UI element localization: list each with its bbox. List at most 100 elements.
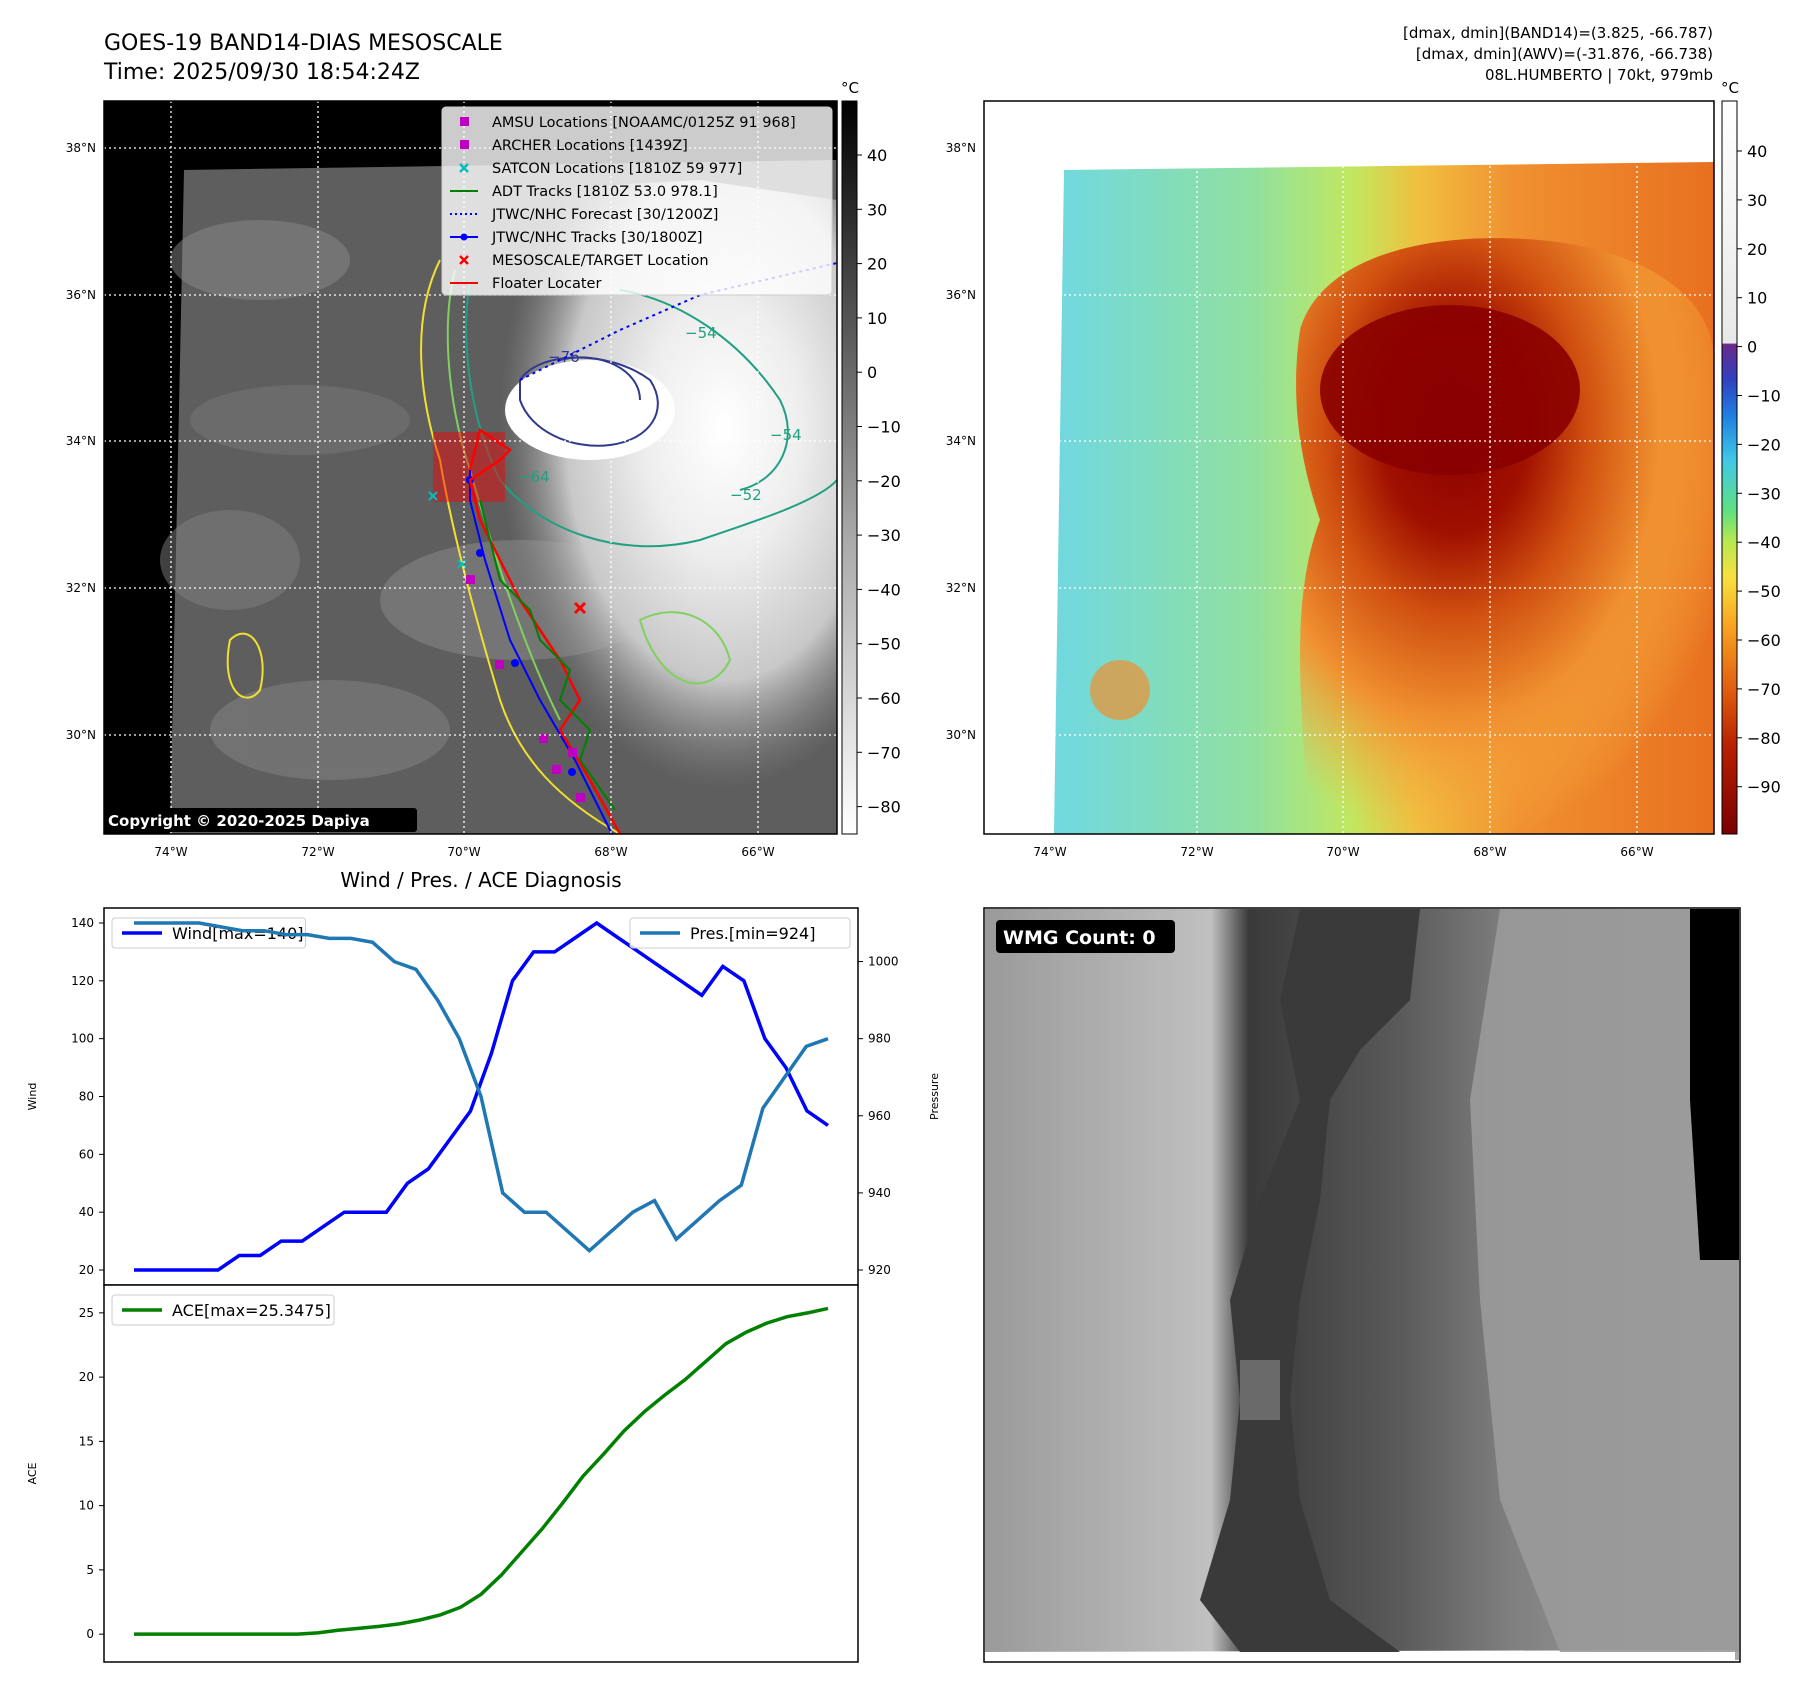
- lon-tick-label: 68°W: [1473, 845, 1506, 859]
- legend-entry: AMSU Locations [NOAAMC/0125Z 91 968]: [460, 115, 796, 131]
- lon-tick-label: 72°W: [1180, 845, 1213, 859]
- legend-label: ARCHER Locations [1439Z]: [492, 138, 688, 154]
- y-tick-label: 60: [79, 1147, 94, 1161]
- ir-legend: AMSU Locations [NOAAMC/0125Z 91 968] ARCH…: [441, 106, 833, 296]
- y-tick-label: 25: [79, 1306, 94, 1320]
- mesoscale-target-marker: [573, 601, 587, 615]
- ir-contours: [226, 259, 838, 835]
- wmg-count-box: [996, 920, 1175, 953]
- colorbar-tick-label: −60: [867, 689, 901, 708]
- colorbar-tick-label: −20: [1747, 435, 1781, 454]
- colorbar-tick-label: 0: [867, 363, 877, 382]
- lat-tick-label: 38°N: [946, 141, 976, 155]
- legend-label: MESOSCALE/TARGET Location: [492, 253, 709, 269]
- colorbar-tick-label: −60: [1747, 631, 1781, 650]
- y-right-tick-label: 1000: [868, 955, 899, 969]
- colorbar-tick-label: 0: [1747, 338, 1757, 357]
- legend-marker-square: [460, 117, 469, 126]
- y-tick-label: 140: [71, 916, 94, 930]
- ace-frame: [103, 1284, 859, 1663]
- copyright-text: Copyright © 2020-2025 Dapiya: [108, 812, 370, 830]
- colorbar-tick-label: 30: [867, 200, 887, 219]
- colorbar-tick-label: −20: [867, 472, 901, 491]
- ir-cold-core: [505, 360, 675, 460]
- lon-tick-label: 68°W: [594, 845, 627, 859]
- colorbar-tick-label: −50: [867, 635, 901, 654]
- colorbar-tick-label: −80: [1747, 729, 1781, 748]
- y-tick-label: 20: [79, 1370, 94, 1384]
- chart-legend-label: Wind[max=140]: [172, 924, 304, 943]
- colorbar-tick-label: 20: [1747, 240, 1767, 259]
- legend-marker-square: [460, 140, 469, 149]
- lon-tick-label: 70°W: [1326, 845, 1359, 859]
- info-awv: [dmax, dmin](AWV)=(-31.876, -66.738): [1416, 45, 1713, 63]
- colorbar-tick-label: 40: [867, 146, 887, 165]
- y-right-tick-label: 980: [868, 1032, 891, 1046]
- legend-label: JTWC/NHC Forecast [30/1200Z]: [491, 207, 718, 223]
- ace-chart: 0 5 10 15 20 25 ACE ACE[max=25.3475]: [26, 1284, 859, 1663]
- colorbar-tick-label: 10: [1747, 289, 1767, 308]
- nhc-forecast-line: [519, 262, 838, 381]
- wmg-blocks: [1200, 909, 1739, 1652]
- y-tick-label: 80: [79, 1090, 94, 1104]
- chart-legend-box: [629, 917, 851, 949]
- colorbar-tick-label: −50: [1747, 582, 1781, 601]
- ir-colorbar: [841, 100, 858, 835]
- lon-tick-label: 66°W: [1620, 845, 1653, 859]
- colorbar-tick-label: −90: [1747, 778, 1781, 797]
- legend-entry: MESOSCALE/TARGET Location: [459, 253, 709, 269]
- colorbar-tick-label: −70: [867, 743, 901, 762]
- legend-marker-dot: [460, 233, 468, 241]
- legend-label: ADT Tracks [1810Z 53.0 978.1]: [492, 184, 718, 200]
- colorbar-tick-label: 20: [867, 255, 887, 274]
- awv-colorbar-unit: °C: [1721, 79, 1739, 97]
- y-right-axis-label: Pressure: [928, 1073, 941, 1120]
- lat-tick-label: 36°N: [946, 288, 976, 302]
- awv-dry-slot: [1320, 305, 1580, 475]
- legend-label: SATCON Locations [1810Z 59 977]: [492, 161, 742, 177]
- ir-colorbar-unit: °C: [841, 79, 859, 97]
- legend-marker-x: [459, 255, 469, 265]
- colorbar-tick-label: −10: [1747, 387, 1781, 406]
- colorbar-tick-label: 40: [1747, 142, 1767, 161]
- awv-colorbar: [1721, 100, 1738, 835]
- chart-legend-label: ACE[max=25.3475]: [172, 1301, 331, 1320]
- lat-tick-label: 32°N: [946, 581, 976, 595]
- y-axis-label: ACE: [26, 1462, 39, 1484]
- lon-tick-label: 74°W: [154, 845, 187, 859]
- ir-storm-cloud: [430, 180, 837, 834]
- contour-label-4: −52: [730, 486, 762, 504]
- colorbar-tick-label: −30: [1747, 484, 1781, 503]
- contour-label-5: −54: [770, 426, 802, 444]
- colorbar-tick-label: −40: [867, 580, 901, 599]
- colorbar-tick-label: −40: [1747, 533, 1781, 552]
- y-tick-label: 15: [79, 1434, 94, 1448]
- lat-tick-label: 36°N: [66, 288, 96, 302]
- colorbar-tick-label: −30: [867, 526, 901, 545]
- nhc-track-line: [469, 470, 613, 835]
- y-tick-label: 120: [71, 974, 94, 988]
- floater-locater-track: [468, 427, 622, 835]
- awv-cell: [1090, 660, 1150, 720]
- y-right-tick-label: 920: [868, 1263, 891, 1277]
- adt-track: [479, 499, 616, 811]
- ir-legend-box: [441, 106, 833, 296]
- diagnosis-title: Wind / Pres. / ACE Diagnosis: [340, 868, 621, 892]
- legend-entry: ADT Tracks [1810Z 53.0 978.1]: [450, 184, 718, 200]
- lon-tick-label: 74°W: [1033, 845, 1066, 859]
- lon-tick-label: 72°W: [301, 845, 334, 859]
- lon-tick-label: 66°W: [741, 845, 774, 859]
- series-line: [134, 920, 829, 1272]
- ir-panel: −76 −64 −54 −52 −54: [103, 79, 901, 835]
- info-storm: 08L.HUMBERTO | 70kt, 979mb: [1485, 66, 1713, 84]
- wmg-panel: WMG Count: 0: [983, 907, 1741, 1663]
- awv-frame: [983, 100, 1715, 835]
- legend-entry: JTWC/NHC Tracks [30/1800Z]: [450, 230, 703, 246]
- awv-panel: °C 40 30 20 10 0 −10 −20 −30 −40 −50 −60 −70 −80 −90: [983, 79, 1781, 835]
- legend-label: AMSU Locations [NOAAMC/0125Z 91 968]: [492, 115, 796, 131]
- legend-marker-x: [459, 163, 469, 173]
- figure-title: GOES-19 BAND14-DIAS MESOSCALE: [104, 31, 503, 56]
- legend-entry: ARCHER Locations [1439Z]: [460, 138, 688, 154]
- figure-time: Time: 2025/09/30 18:54:24Z: [103, 60, 420, 85]
- lon-tick-label: 70°W: [447, 845, 480, 859]
